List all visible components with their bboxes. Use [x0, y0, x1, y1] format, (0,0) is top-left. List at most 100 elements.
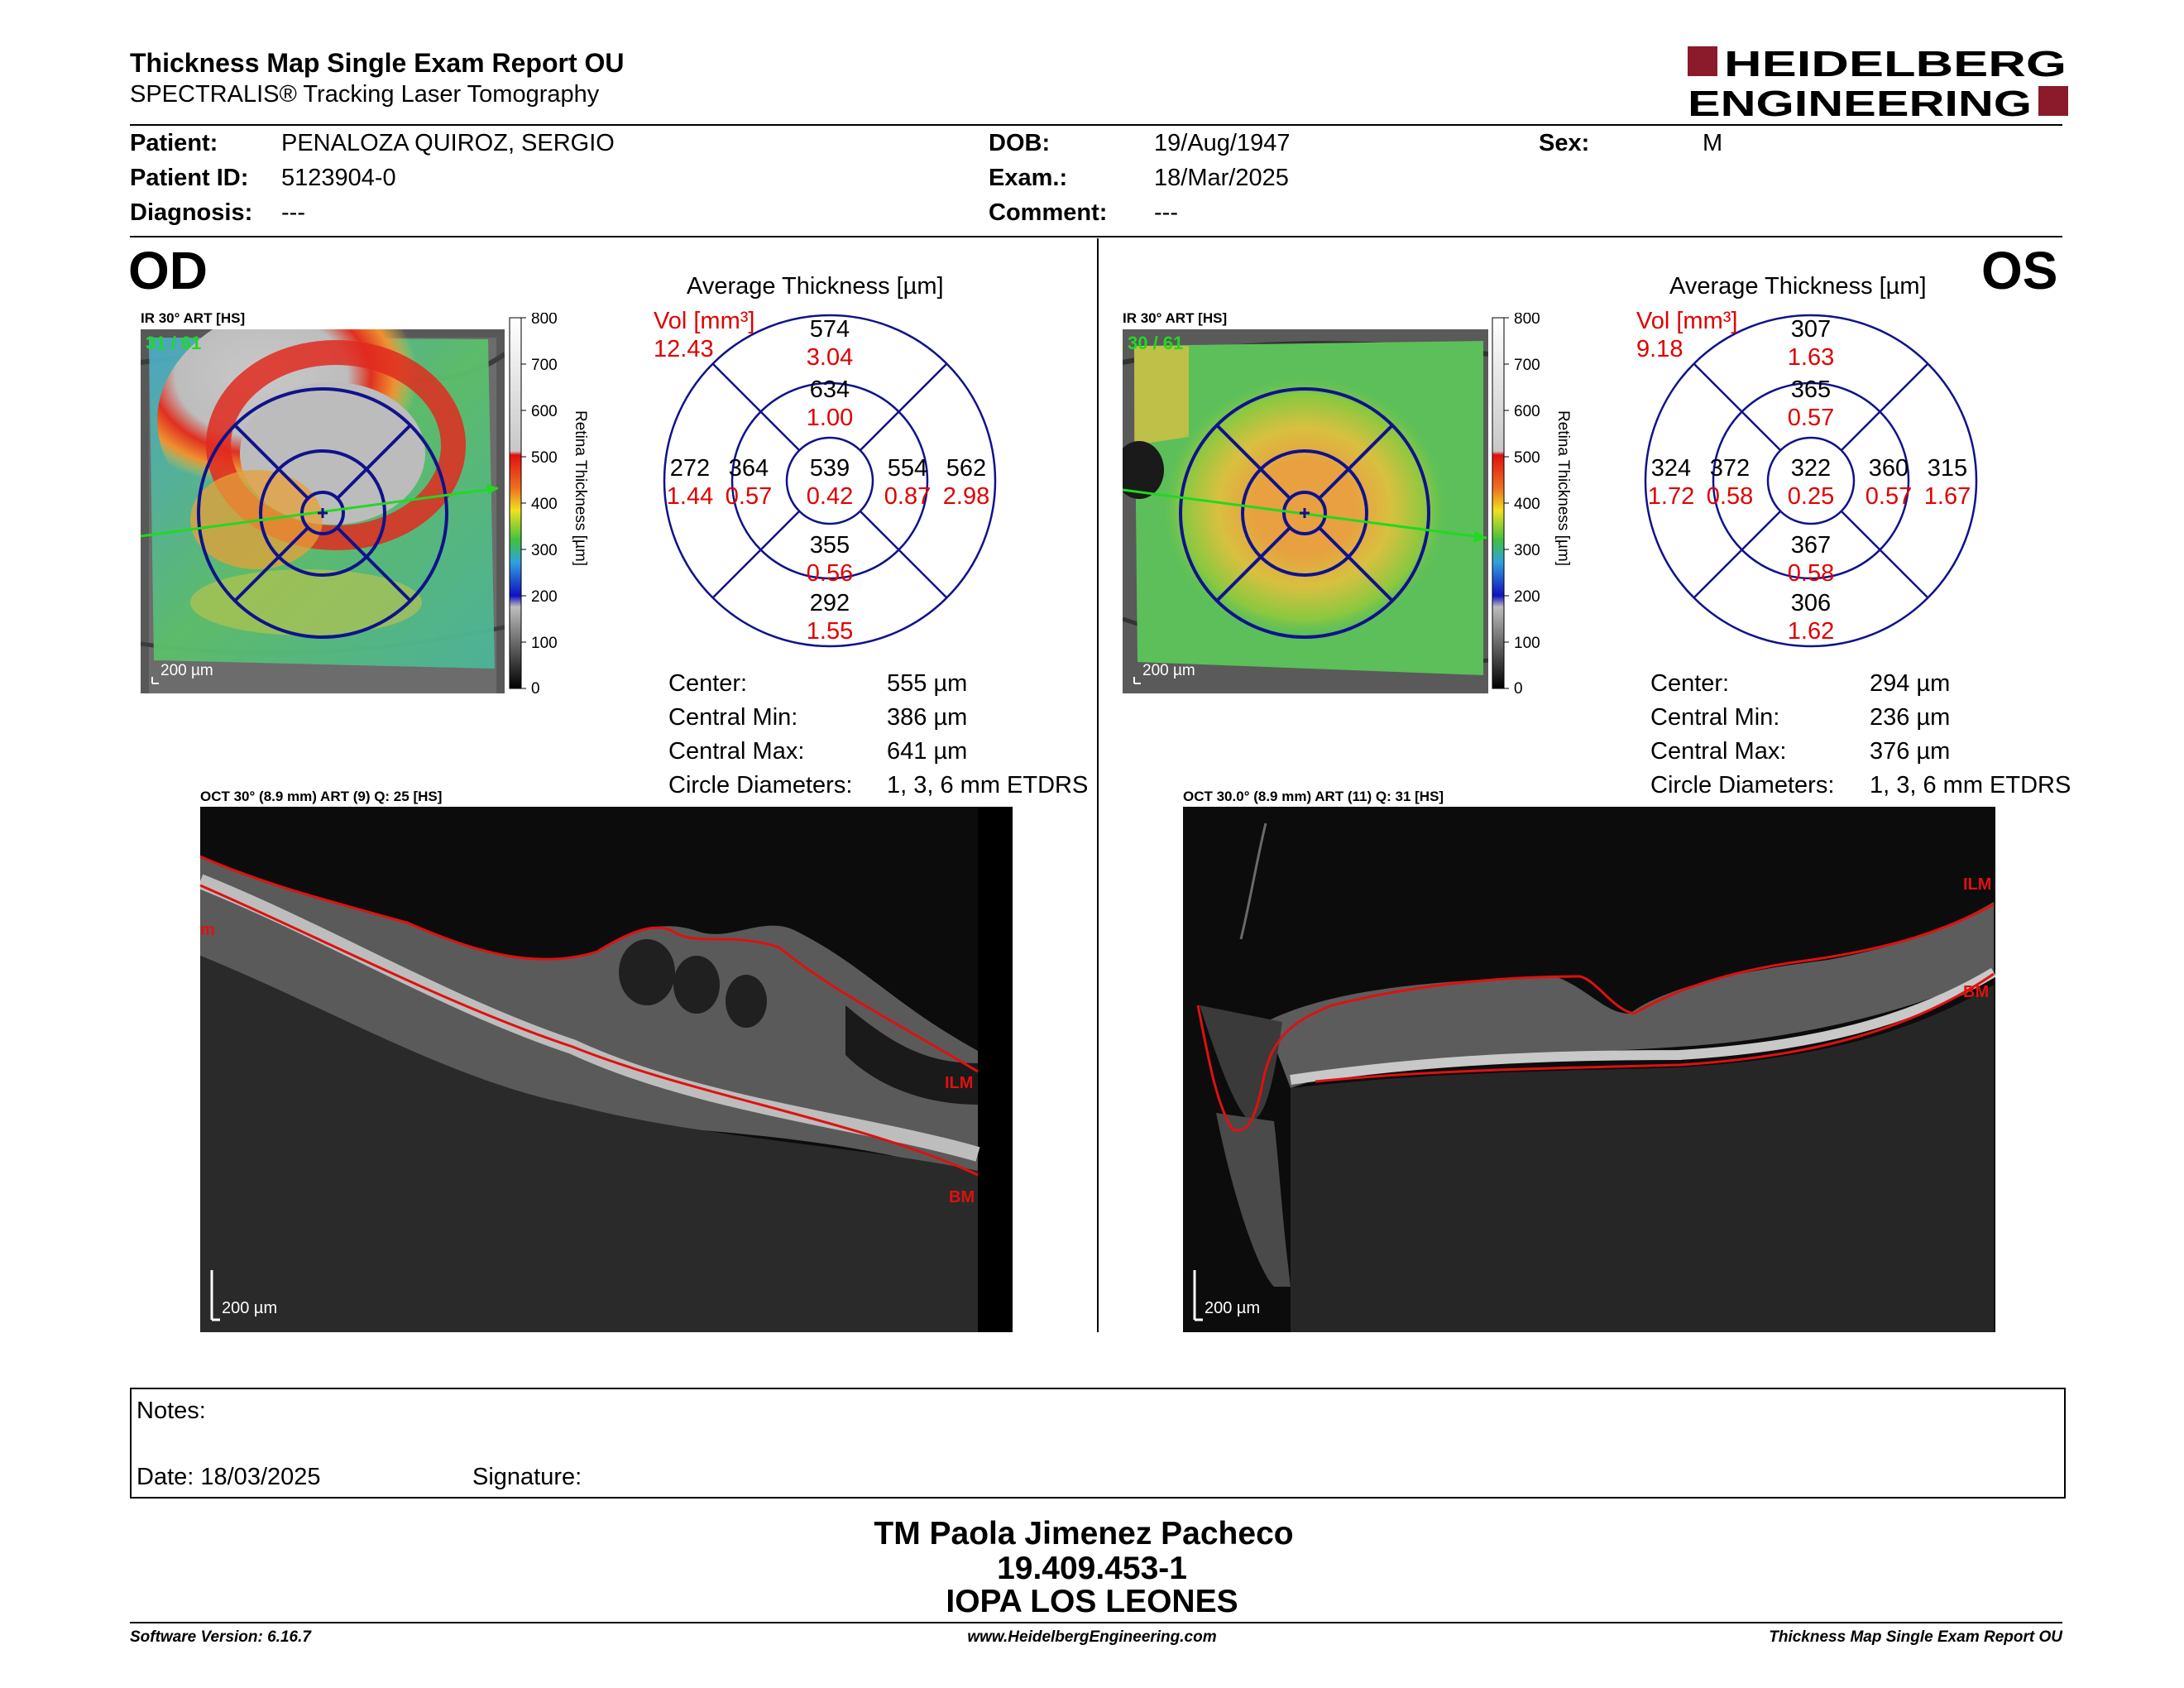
patient-id-label: Patient ID:	[130, 165, 249, 191]
od-center-value: 555 µm	[887, 670, 968, 697]
os-outer-right-vol: 1.67	[1924, 483, 1971, 510]
date-label: Date: 18/03/2025	[136, 1464, 321, 1490]
os-eye-label: OS	[1981, 241, 2058, 300]
eye-divider	[1097, 238, 1099, 1332]
od-inner-left-vol: 0.57	[726, 483, 772, 510]
od-outer-right: 562	[946, 455, 986, 482]
cbar-title: Retina Thickness [µm]	[1554, 410, 1572, 566]
svg-text:m: m	[200, 921, 215, 939]
os-colorbar: 800 700 600 500 400 300 200 100 0 Retina…	[1491, 310, 1582, 698]
os-oct-scale: 200 µm	[1205, 1299, 1260, 1317]
os-outer-sup-vol: 1.63	[1788, 344, 1834, 371]
os-ilm-label: ILM	[1963, 875, 1991, 894]
od-oct-scale: 200 µm	[222, 1299, 277, 1317]
cbar-tick: 200	[1514, 588, 1540, 606]
od-outer-right-vol: 2.98	[943, 483, 989, 510]
od-inner-right: 554	[888, 455, 927, 482]
patient-id: 5123904-0	[281, 165, 396, 191]
od-thickness-map: 31 / 61 200 µm	[140, 296, 506, 693]
signer-org: IOPA LOS LEONES	[946, 1584, 1238, 1619]
os-outer-left: 324	[1651, 455, 1691, 482]
od-vol-label: Vol [mm³]	[654, 308, 755, 334]
cbar-tick: 200	[531, 588, 558, 606]
od-etdrs-grid: 574 3.04 634 1.00 272 1.44 364 0.57 539 …	[645, 302, 1018, 666]
os-cmin-label: Central Min:	[1650, 704, 1780, 731]
os-outer-inf-vol: 1.62	[1788, 618, 1834, 645]
os-etdrs-grid: 307 1.63 365 0.57 324 1.72 372 0.58 322 …	[1626, 302, 1999, 666]
os-oct-bscan: ILM BM 200 µm	[1183, 807, 1997, 1332]
os-inner-right-vol: 0.57	[1866, 483, 1912, 510]
cbar-tick: 0	[1514, 680, 1523, 693]
os-cmin-value: 236 µm	[1870, 704, 1951, 731]
exam-label: Exam.:	[989, 165, 1068, 191]
os-ir-label: IR 30° ART [HS]	[1123, 310, 1228, 326]
od-bm-label: BM	[949, 1188, 975, 1206]
od-avg-title: Average Thickness [µm]	[687, 273, 944, 300]
cbar-tick: 600	[1514, 403, 1540, 420]
od-inner-sup: 634	[810, 376, 850, 403]
comment-label: Comment:	[989, 199, 1108, 226]
patient-label: Patient:	[130, 130, 218, 156]
cbar-tick: 500	[1514, 449, 1540, 467]
od-outer-left-vol: 1.44	[667, 483, 713, 510]
cbar-tick: 700	[531, 357, 558, 374]
cbar-tick: 300	[1514, 542, 1540, 559]
report-title: Thickness Map Single Exam Report OU	[130, 48, 625, 78]
os-inner-sup: 365	[1791, 376, 1831, 403]
footer-report-name: Thickness Map Single Exam Report OU	[1769, 1628, 2062, 1646]
os-oct-label: OCT 30.0° (8.9 mm) ART (11) Q: 31 [HS]	[1183, 789, 1444, 804]
cbar-tick: 0	[531, 680, 540, 693]
comment-value: ---	[1154, 199, 1178, 226]
od-center-label: Center:	[668, 670, 748, 697]
od-inner-sup-vol: 1.00	[807, 405, 853, 431]
od-inner-right-vol: 0.87	[884, 483, 931, 510]
od-cmax-label: Central Max:	[668, 738, 805, 765]
os-inner-right: 360	[1869, 455, 1909, 482]
od-center: 539	[810, 455, 850, 482]
od-cmin-value: 386 µm	[887, 704, 968, 731]
signer-name: TM Paola Jimenez Pacheco	[874, 1516, 1294, 1551]
os-outer-inf: 306	[1791, 590, 1831, 616]
dob-label: DOB:	[989, 130, 1051, 156]
diagnosis-value: ---	[281, 199, 305, 226]
website-link[interactable]: www.HeidelbergEngineering.com	[967, 1628, 1217, 1646]
od-outer-sup-vol: 3.04	[807, 344, 853, 371]
logo-text-1: HEIDELBERG	[1724, 44, 2067, 84]
od-outer-sup: 574	[810, 316, 850, 343]
od-cmin-label: Central Min:	[668, 704, 798, 731]
cbar-tick: 300	[531, 542, 558, 559]
heidelberg-logo: HEIDELBERG ENGINEERING	[1688, 43, 2070, 124]
dob-value: 19/Aug/1947	[1154, 130, 1291, 156]
cbar-tick: 400	[1514, 496, 1540, 513]
patient-name: PENALOZA QUIROZ, SERGIO	[281, 130, 615, 156]
cbar-tick: 100	[1514, 635, 1540, 652]
cbar-title: Retina Thickness [µm]	[572, 410, 589, 566]
os-center: 322	[1791, 455, 1831, 482]
signature-label: Signature:	[472, 1464, 582, 1490]
os-inner-left-vol: 0.58	[1707, 483, 1753, 510]
os-circ-value: 1, 3, 6 mm ETDRS	[1870, 772, 2071, 798]
os-vol-total: 9.18	[1636, 336, 1684, 362]
os-cmax-label: Central Max:	[1650, 738, 1787, 765]
logo-text-2: ENGINEERING	[1688, 84, 2032, 119]
sex-value: M	[1703, 130, 1723, 156]
od-inner-inf-vol: 0.56	[807, 560, 853, 587]
od-cmax-value: 641 µm	[887, 738, 968, 765]
os-avg-title: Average Thickness [µm]	[1669, 273, 1927, 300]
report-subtitle: SPECTRALIS® Tracking Laser Tomography	[130, 81, 600, 108]
od-circ-label: Circle Diameters:	[668, 772, 853, 798]
os-inner-inf: 367	[1791, 532, 1831, 559]
od-frames: 31 / 61	[146, 333, 201, 353]
cbar-tick: 700	[1514, 357, 1540, 374]
os-outer-sup: 307	[1791, 316, 1831, 343]
os-outer-left-vol: 1.72	[1648, 483, 1694, 510]
cbar-tick: 400	[531, 496, 558, 513]
os-map-scale: 200 µm	[1142, 662, 1195, 679]
os-inner-sup-vol: 0.57	[1788, 405, 1834, 431]
cbar-tick: 600	[531, 403, 558, 420]
notes-box[interactable]: Notes: Date: 18/03/2025 Signature:	[130, 1388, 2066, 1499]
exam-value: 18/Mar/2025	[1154, 165, 1289, 191]
cbar-tick: 800	[1514, 313, 1540, 328]
od-outer-left: 272	[670, 455, 710, 482]
software-version: Software Version: 6.16.7	[130, 1628, 311, 1646]
